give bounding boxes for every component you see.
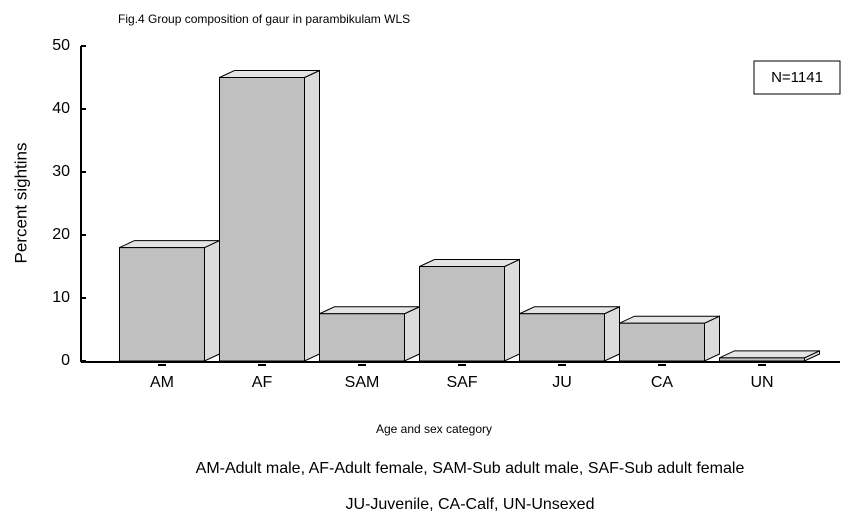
- x-tick-label: CA: [651, 374, 674, 391]
- bar-front: [419, 266, 505, 362]
- y-tick-label: 40: [52, 100, 70, 117]
- y-tick-label: 20: [52, 226, 70, 243]
- x-tick-label: SAM: [345, 374, 380, 391]
- y-tick-label: 30: [52, 163, 70, 180]
- bar-front: [519, 313, 605, 362]
- bar: [219, 69, 320, 362]
- y-tick-label: 50: [52, 37, 70, 54]
- bar-top: [419, 259, 520, 267]
- x-tick-label: SAF: [446, 374, 477, 391]
- x-axis-label: Age and sex category: [376, 422, 492, 436]
- bar-top: [719, 350, 820, 359]
- bar-side: [604, 305, 620, 362]
- bar-top: [319, 306, 420, 315]
- bar: [119, 239, 220, 362]
- bar-side: [504, 258, 520, 362]
- bar-top: [219, 70, 320, 78]
- bar-top: [119, 240, 220, 249]
- annotation-box: [753, 60, 841, 95]
- x-tick-label: AF: [252, 374, 273, 391]
- x-tick-label: AM: [150, 374, 174, 391]
- note: JU-Juvenile, CA-Calf, UN-Unsexed: [346, 496, 595, 513]
- bar: [619, 315, 720, 362]
- bar-side: [304, 69, 320, 362]
- y-tick-label: 10: [52, 289, 70, 306]
- bar-top: [519, 306, 620, 315]
- bar: [319, 305, 420, 362]
- bar-side: [404, 305, 420, 362]
- bar-top: [619, 315, 720, 324]
- bar: [519, 305, 620, 362]
- x-tick-label: UN: [750, 374, 773, 391]
- bar-front: [719, 357, 805, 362]
- y-tick-label: 0: [61, 352, 70, 369]
- y-axis-label: Percent sightins: [11, 143, 30, 264]
- chart-title: Fig.4 Group composition of gaur in param…: [118, 12, 410, 26]
- x-tick-label: JU: [552, 374, 572, 391]
- bar-front: [119, 247, 205, 362]
- note: AM-Adult male, AF-Adult female, SAM-Sub …: [196, 460, 745, 477]
- bar-front: [619, 322, 705, 362]
- bar-front: [319, 313, 405, 362]
- bar: [719, 350, 820, 362]
- bar-side: [204, 239, 220, 362]
- bar: [419, 258, 520, 362]
- annotation: N=1141: [771, 69, 823, 86]
- bar-front: [219, 77, 305, 362]
- bar-side: [704, 315, 720, 362]
